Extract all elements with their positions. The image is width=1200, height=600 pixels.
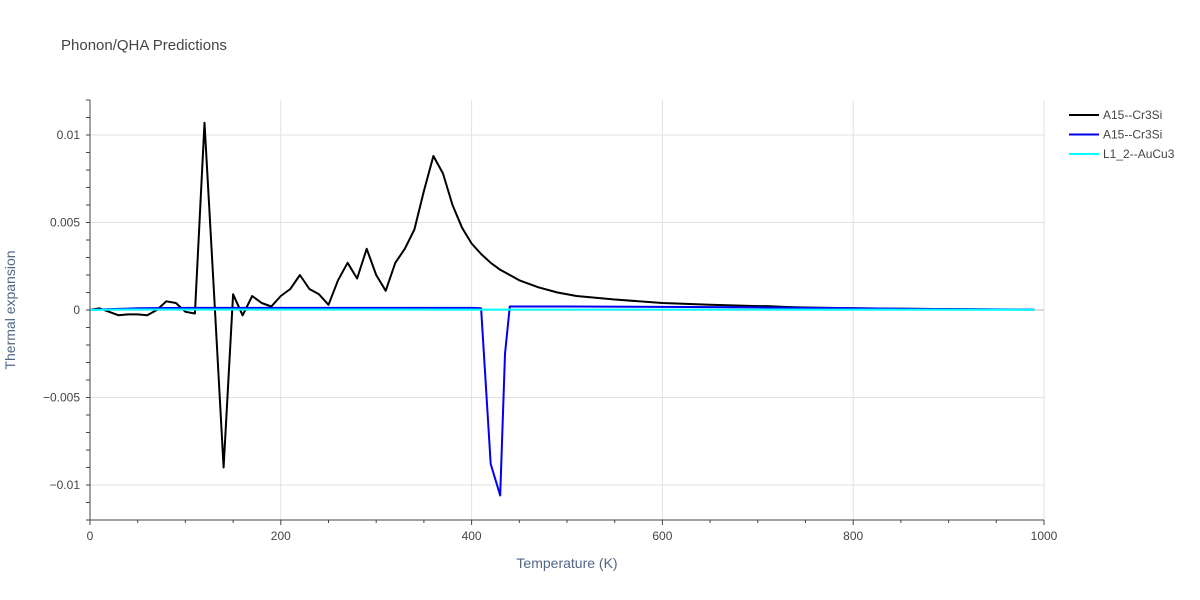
y-tick-label: 0.01 — [57, 128, 81, 142]
legend-item[interactable]: L1_2--AuCu3 — [1069, 147, 1175, 161]
x-tick-label: 400 — [462, 529, 482, 543]
series-line-3[interactable] — [89, 308, 1035, 311]
y-axis-ticks: −0.01 −0.005 0 0.005 0.01 — [43, 128, 80, 492]
series-line-1[interactable] — [89, 121, 1035, 469]
chart-title: Phonon/QHA Predictions — [61, 37, 227, 54]
x-tick-label: 200 — [271, 529, 291, 543]
legend-item[interactable]: A15--Cr3Si — [1069, 128, 1162, 142]
y-tick-label: −0.005 — [43, 391, 80, 405]
legend-label: L1_2--AuCu3 — [1103, 147, 1175, 161]
y-axis-title: Thermal expansion — [2, 250, 18, 369]
y-tick-label: 0.005 — [50, 216, 80, 230]
legend-label: A15--Cr3Si — [1103, 108, 1162, 122]
legend-label: A15--Cr3Si — [1103, 128, 1162, 142]
x-tick-label: 800 — [843, 529, 863, 543]
legend[interactable]: A15--Cr3Si A15--Cr3Si L1_2--AuCu3 — [1069, 108, 1175, 161]
series-layer — [89, 121, 1035, 497]
series-line-2[interactable] — [89, 305, 1035, 497]
y-tick-label: −0.01 — [50, 478, 81, 492]
axes — [86, 99, 1045, 525]
legend-item[interactable]: A15--Cr3Si — [1069, 108, 1162, 122]
x-tick-label: 1000 — [1031, 529, 1058, 543]
x-tick-label: 0 — [87, 529, 94, 543]
x-tick-label: 600 — [652, 529, 672, 543]
x-axis-ticks: 0 200 400 600 800 1000 — [87, 529, 1058, 543]
y-tick-label: 0 — [73, 303, 80, 317]
x-axis-title: Temperature (K) — [516, 555, 617, 571]
